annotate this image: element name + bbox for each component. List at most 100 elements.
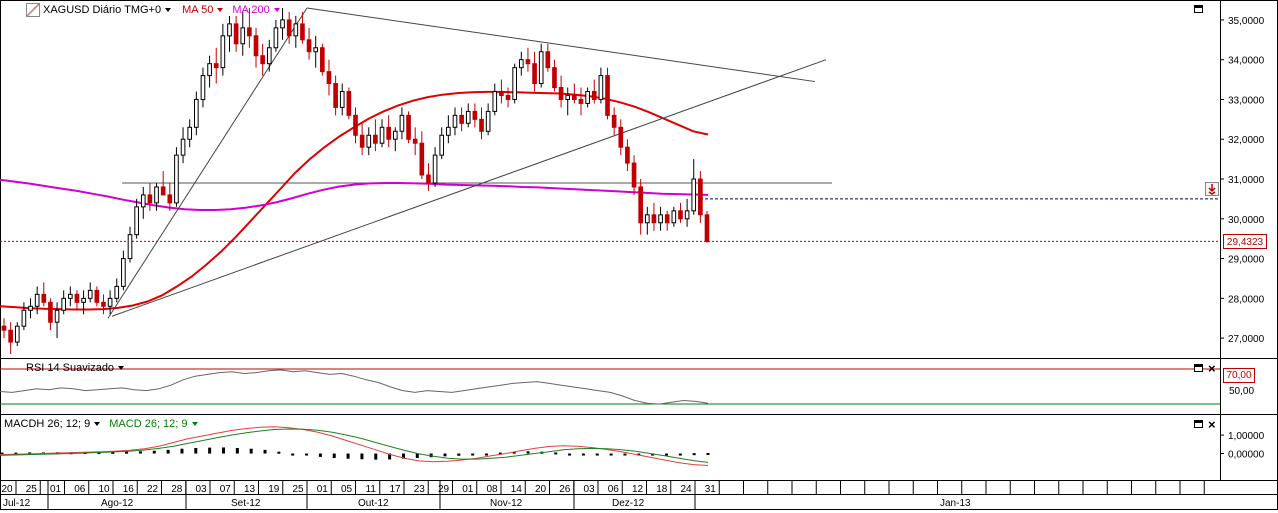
macdh-bar — [374, 453, 378, 460]
time-axis-day-label: 28 — [171, 484, 183, 495]
price-alert-icon[interactable] — [1205, 182, 1219, 196]
candle-body — [313, 47, 319, 53]
macd-dropdown-icon[interactable] — [191, 421, 198, 426]
trendline-2 — [111, 59, 827, 317]
candle-body — [545, 51, 551, 69]
time-axis-day-label: 16 — [123, 484, 135, 495]
ma200-dropdown-icon[interactable] — [273, 7, 280, 12]
candle-body — [260, 55, 265, 65]
macdh-label[interactable]: MACDH 26; 12; 9 — [4, 418, 91, 430]
candle-body — [127, 234, 133, 260]
candle-body — [572, 94, 577, 100]
macdh-bar — [125, 451, 129, 454]
macdh-bar — [609, 453, 613, 456]
candle-body — [207, 63, 212, 77]
macdh-bar — [526, 451, 530, 454]
time-axis-day-label: 06 — [608, 484, 620, 495]
ma50-label[interactable]: MA 50 — [182, 4, 214, 16]
time-axis-month-label: Set-12 — [231, 498, 261, 509]
candle-body — [21, 309, 27, 327]
macdh-bar — [443, 453, 447, 457]
candle-body — [280, 19, 285, 29]
last-price-tag: 29,4323 — [1223, 234, 1267, 249]
candle-body — [505, 94, 511, 100]
maximize-icon[interactable] — [1194, 5, 1203, 13]
macd-signal-line — [0, 428, 709, 463]
candle-body — [565, 94, 571, 100]
price-axis-tick-label: 31,0000 — [1228, 175, 1265, 186]
macdh-bar — [706, 452, 710, 455]
candle-body — [48, 301, 53, 323]
price-axis-tick-label: 32,0000 — [1228, 135, 1265, 146]
macdh-bar — [235, 448, 239, 454]
candle-body — [167, 194, 173, 204]
rsi-maximize-icon[interactable] — [1194, 364, 1203, 372]
time-axis-day-label: 08 — [486, 484, 498, 495]
time-axis-month-label: Out-12 — [358, 498, 389, 509]
candle-body — [140, 194, 146, 208]
candle-body — [286, 19, 292, 37]
rsi-level-tag: 70,00 — [1223, 368, 1255, 383]
macdh-bar — [692, 453, 696, 456]
time-axis-day-label: 07 — [220, 484, 232, 495]
candle-body — [114, 285, 120, 299]
candle-body — [399, 114, 405, 132]
ma50-dropdown-icon[interactable] — [217, 7, 224, 12]
candle-body — [81, 297, 86, 303]
time-axis-day-label: 25 — [26, 484, 38, 495]
time-axis-day-label: 01 — [317, 484, 329, 495]
candle-body — [439, 134, 445, 156]
macdh-dropdown-icon[interactable] — [94, 421, 101, 426]
candle-body — [426, 174, 431, 184]
candle-body — [618, 126, 624, 148]
candle-body — [339, 91, 345, 108]
time-axis-month-label: Ago-12 — [101, 498, 134, 509]
rsi-close-icon[interactable]: × — [1208, 361, 1216, 376]
candle-body — [134, 206, 139, 236]
candle-body — [247, 27, 252, 37]
rsi-label[interactable]: RSI 14 Suavizado — [26, 362, 115, 374]
macdh-bar — [208, 447, 212, 454]
rsi-line — [0, 369, 709, 405]
time-axis-day-label: 26 — [559, 484, 571, 495]
price-axis-tick-label: 29,0000 — [1228, 255, 1265, 266]
macd-close-icon[interactable]: × — [1208, 417, 1216, 432]
macdh-bar — [623, 453, 627, 456]
candle-body — [432, 154, 438, 184]
candle-body — [671, 210, 677, 224]
candle-body — [698, 178, 703, 216]
time-axis-day-label: 22 — [147, 484, 159, 495]
candle-body — [67, 293, 73, 299]
candle-body — [412, 138, 418, 144]
candle-body — [14, 325, 20, 343]
candle-body — [306, 39, 312, 53]
macdh-bar — [291, 453, 295, 456]
symbol-label[interactable]: XAGUSD Diário TMG+0 — [43, 4, 162, 16]
candle-body — [625, 146, 630, 164]
ma200-label[interactable]: MA 200 — [232, 4, 270, 16]
macd-label[interactable]: MACD 26; 12; 9 — [109, 418, 188, 430]
price-axis-tick-label: 30,0000 — [1228, 215, 1265, 226]
price-axis-tick-label: 28,0000 — [1228, 294, 1265, 305]
symbol-dropdown-icon[interactable] — [165, 7, 172, 12]
macdh-bar — [388, 453, 392, 460]
candle-body — [691, 178, 697, 212]
candle-body — [121, 258, 126, 287]
candle-body — [220, 35, 226, 69]
candle-body — [227, 23, 232, 37]
time-axis-month-label: Dez-12 — [612, 498, 645, 509]
macdh-bar — [332, 453, 336, 458]
alert-glyph — [1208, 184, 1216, 195]
candle-body — [552, 67, 557, 89]
price-axis-tick-label: 35,0000 — [1228, 16, 1265, 27]
time-axis-day-label: 24 — [680, 484, 692, 495]
macd-maximize-icon[interactable] — [1194, 420, 1203, 428]
macdh-bar — [581, 453, 585, 456]
candle-body — [253, 35, 259, 57]
time-axis-month-label: Nov-12 — [490, 498, 523, 509]
candle-body — [1, 325, 7, 331]
rsi-dropdown-icon[interactable] — [118, 365, 125, 370]
candle-body — [333, 83, 338, 108]
